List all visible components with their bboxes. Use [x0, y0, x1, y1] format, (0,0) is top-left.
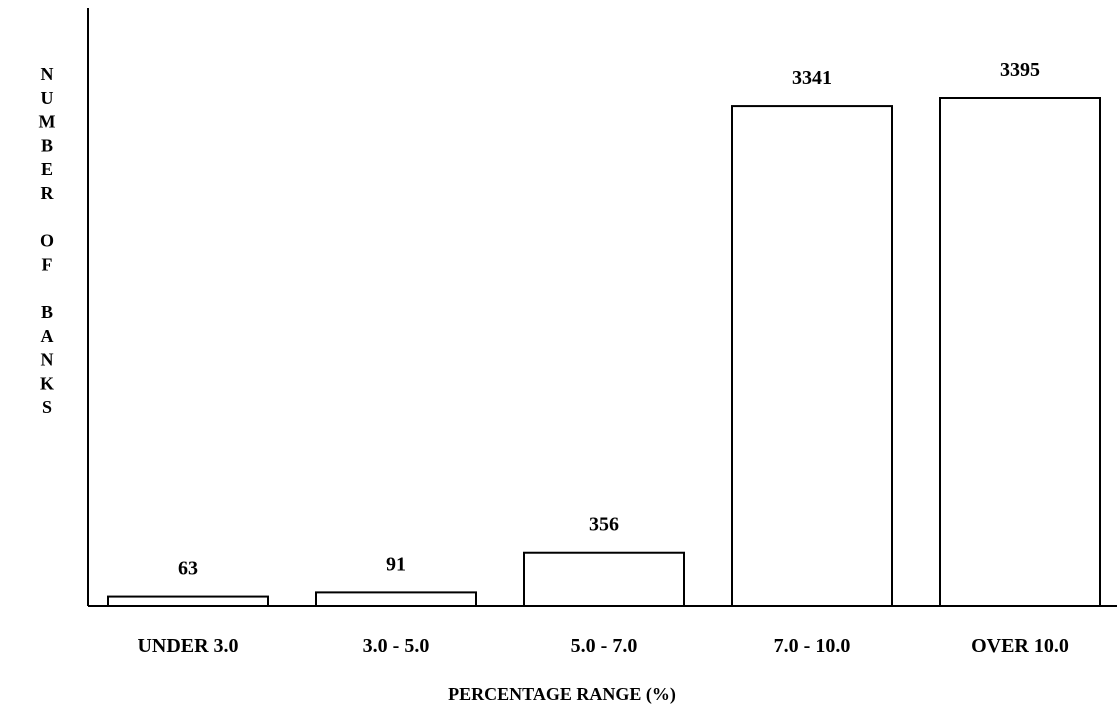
- y-axis-title-letter-13: K: [40, 373, 54, 393]
- data-label-4: 3395: [1000, 59, 1040, 81]
- y-axis-title-letter-2: M: [39, 112, 56, 132]
- y-axis-title-letter-7: O: [40, 231, 54, 251]
- x-tick-labels-group: UNDER 3.0 3.0 - 5.0 5.0 - 7.0 7.0 - 10.0 OVE…: [137, 635, 1068, 657]
- x-tick-label-4: OVER 10.0: [971, 635, 1069, 657]
- y-axis-title-letter-14: S: [42, 397, 52, 417]
- bar-1: [315, 591, 477, 607]
- data-label-2: 356: [589, 514, 619, 536]
- x-tick-label-1: 3.0 - 5.0: [363, 635, 430, 657]
- bar-0: [107, 595, 269, 607]
- y-axis-title-letter-4: E: [41, 159, 53, 179]
- y-axis-title-letter-12: N: [41, 350, 54, 370]
- y-axis-title-letter-11: A: [41, 326, 54, 346]
- y-axis-title-letter-0: N: [41, 64, 54, 84]
- x-tick-label-0: UNDER 3.0: [137, 635, 238, 657]
- x-tick-label-3: 7.0 - 10.0: [774, 635, 851, 657]
- y-axis-title-letter-5: R: [41, 183, 55, 203]
- bars-group: [107, 97, 1101, 608]
- data-label-0: 63: [178, 558, 198, 580]
- bar-4: [939, 97, 1101, 607]
- x-tick-label-2: 5.0 - 7.0: [571, 635, 638, 657]
- y-axis-title-letter-10: B: [41, 302, 53, 322]
- y-axis-title-letter-3: B: [41, 135, 53, 155]
- bar-3: [731, 105, 893, 608]
- data-label-3: 3341: [792, 67, 832, 89]
- bar-2: [523, 551, 685, 608]
- y-axis-title-letter-1: U: [41, 88, 54, 108]
- x-axis-title: PERCENTAGE RANGE (%): [448, 684, 676, 705]
- y-axis-title-letter-8: F: [42, 254, 53, 274]
- data-labels-group: 63 91 356 3341 3395: [178, 59, 1040, 580]
- data-label-1: 91: [386, 553, 406, 575]
